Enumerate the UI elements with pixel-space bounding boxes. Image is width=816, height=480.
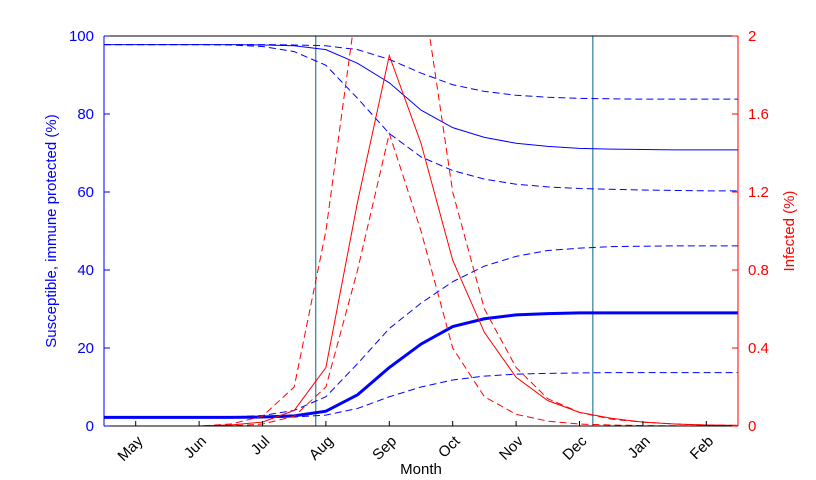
y-tick-label: 20	[77, 340, 94, 357]
y-tick-label: 100	[69, 28, 94, 45]
x-tick-label: May	[114, 432, 146, 464]
y2-tick-label: 1.2	[748, 184, 769, 201]
x-tick-label: Feb	[687, 433, 717, 463]
series-line	[104, 44, 738, 151]
y-tick-label: 80	[77, 106, 94, 123]
series-line	[104, 245, 738, 418]
series-line	[104, 131, 738, 426]
series-line	[104, 372, 738, 418]
x-tick-label: Aug	[306, 433, 337, 464]
y-axis-title: Susceptible, immune protected (%)	[43, 114, 60, 347]
y-tick-label: 0	[86, 418, 94, 435]
x-tick-label: Nov	[496, 432, 527, 463]
series-line	[104, 311, 738, 419]
x-tick-label: Oct	[435, 432, 464, 461]
y-tick-label: 60	[77, 184, 94, 201]
y2-tick-label: 2	[748, 28, 756, 45]
plot-lines	[104, 36, 738, 426]
x-tick-label: Jun	[181, 433, 210, 462]
y2-axis-title: Infected (%)	[781, 191, 798, 272]
x-axis-title: Month	[400, 461, 442, 478]
x-tick-label: Dec	[559, 432, 590, 463]
y2-tick-label: 0	[748, 418, 756, 435]
x-tick-label: Jul	[248, 433, 274, 459]
y-tick-label: 40	[77, 262, 94, 279]
series-line	[104, 36, 738, 426]
series-line	[104, 44, 738, 192]
y2-tick-label: 0.4	[748, 340, 769, 357]
y2-tick-label: 0.8	[748, 262, 769, 279]
series-line	[104, 44, 738, 100]
series-line	[104, 53, 738, 426]
x-tick-label: Sep	[369, 433, 400, 464]
x-tick-label: Jan	[625, 433, 654, 462]
y2-tick-label: 1.6	[748, 106, 769, 123]
